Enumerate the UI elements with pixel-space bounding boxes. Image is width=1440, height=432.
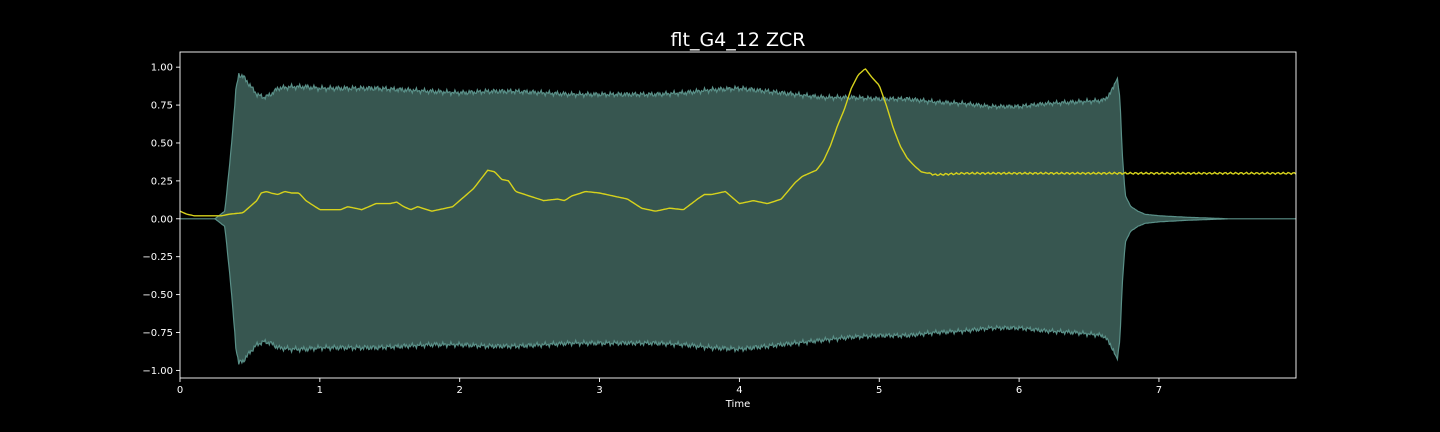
x-tick-label: 1 — [317, 385, 323, 396]
x-tick-label: 3 — [596, 385, 602, 396]
waveform-envelope — [180, 73, 1296, 365]
x-tick-label: 0 — [177, 385, 183, 396]
y-tick-label: 1.00 — [151, 63, 173, 74]
y-tick-label: 0.75 — [151, 101, 173, 112]
chart-title: flt_G4_12 ZCR — [671, 29, 806, 51]
y-tick-label: −1.00 — [142, 366, 173, 377]
y-tick-label: −0.50 — [142, 290, 173, 301]
y-tick-label: −0.25 — [142, 252, 173, 263]
x-tick-label: 7 — [1156, 385, 1162, 396]
x-tick-label: 6 — [1016, 385, 1022, 396]
y-tick-label: −0.75 — [142, 328, 173, 339]
zcr-line — [179, 68, 1297, 217]
axes: 0 1 2 3 4 5 6 7 −1.00 −0.75 −0.50 −0.25 0.00 0.25 0.50… — [142, 51, 1297, 396]
x-tick-label: 4 — [736, 385, 742, 396]
axes-frame — [179, 51, 1297, 379]
y-tick-label: 0.00 — [151, 214, 173, 225]
y-tick-label: 0.25 — [151, 176, 173, 187]
x-tick-label: 2 — [457, 385, 463, 396]
plot-area — [179, 68, 1297, 365]
x-axis-label: Time — [725, 399, 750, 410]
y-tick-label: 0.50 — [151, 138, 173, 149]
x-tick-label: 5 — [876, 385, 882, 396]
